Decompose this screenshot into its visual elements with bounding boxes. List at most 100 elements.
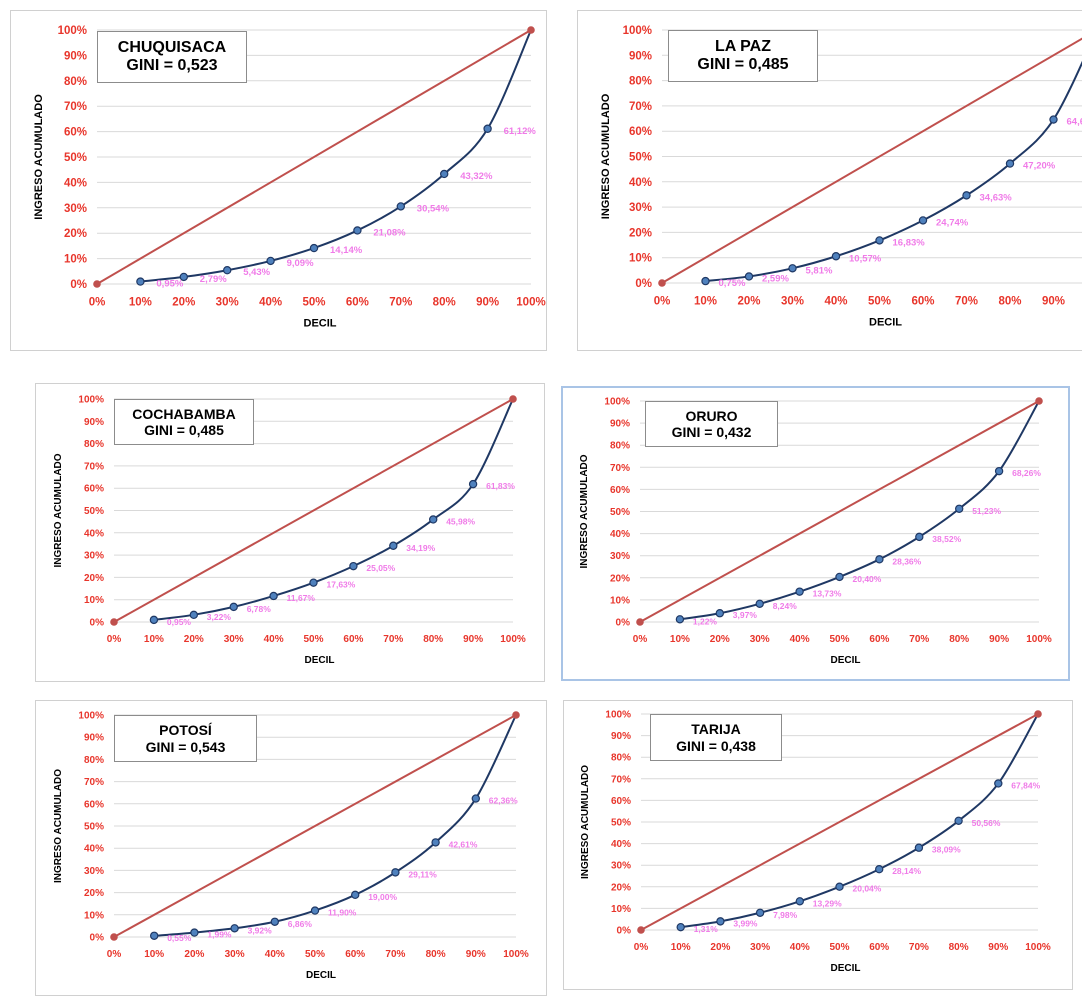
data-label: 0,95% — [167, 617, 192, 627]
y-tick-label: 20% — [84, 573, 104, 584]
x-tick-label: 100% — [500, 634, 526, 645]
data-point — [755, 908, 765, 917]
x-axis-label: DECIL — [306, 970, 336, 981]
y-tick-label: 20% — [610, 573, 630, 584]
x-tick-label: 90% — [989, 634, 1009, 645]
lorenz-curve — [154, 714, 517, 937]
lorenz-curve — [705, 60, 1082, 283]
data-label: 3,99% — [733, 918, 758, 928]
y-tick-label: 80% — [610, 441, 630, 452]
data-label: 47,20% — [1023, 161, 1056, 172]
y-tick-label: 40% — [64, 177, 87, 189]
data-label: 30,54% — [417, 203, 450, 214]
region-title: POTOSÍ — [159, 722, 212, 739]
data-point — [716, 917, 725, 926]
origin-point — [110, 933, 118, 941]
data-point — [994, 779, 1003, 788]
x-tick-label: 50% — [868, 296, 891, 308]
x-axis-label: DECIL — [831, 655, 861, 666]
data-point — [396, 202, 405, 211]
data-label: 50,56% — [972, 818, 1001, 828]
data-label: 34,19% — [406, 543, 435, 553]
data-point — [715, 609, 724, 618]
data-point — [269, 591, 278, 601]
y-tick-label: 60% — [84, 799, 104, 810]
chart-panel-la-paz: 0% 10% 20% 30% 40% 50% 60% 70% 80% 90% 100% 0% 10% 20… — [577, 10, 1082, 351]
chart-title-box: LA PAZ GINI = 0,485 — [668, 30, 818, 82]
data-label: 20,40% — [853, 574, 882, 584]
data-label: 11,90% — [328, 908, 357, 918]
y-tick-label: 100% — [58, 25, 87, 37]
data-label: 3,22% — [207, 612, 232, 622]
data-point — [676, 922, 685, 932]
x-tick-label: 80% — [949, 942, 969, 953]
data-point — [875, 236, 884, 245]
data-label: 9,09% — [287, 258, 314, 269]
x-tick-label: 40% — [824, 296, 847, 308]
equality-line — [639, 400, 1040, 623]
lorenz-chart-svg: 0% 10% 20% 30% 40% 50% 60% 70% 80% 90% 100% 0% 10% 20… — [580, 710, 1051, 975]
y-tick-label: 60% — [64, 127, 87, 139]
x-tick-label: 20% — [172, 297, 195, 309]
data-point — [149, 931, 159, 940]
y-tick-label: 0% — [90, 933, 105, 944]
y-tick-label: 30% — [84, 551, 104, 562]
data-point — [914, 843, 924, 852]
y-tick-label: 50% — [629, 152, 652, 164]
data-point — [349, 561, 358, 571]
data-label: 14,14% — [330, 245, 363, 256]
data-point — [229, 602, 238, 612]
data-point — [270, 917, 279, 926]
y-tick-label: 40% — [610, 529, 630, 540]
data-point — [755, 599, 764, 608]
x-tick-label: 50% — [829, 634, 849, 645]
y-axis-label: INGRESO ACUMULADO — [580, 765, 591, 879]
x-axis-label: DECIL — [305, 655, 335, 666]
data-label: 1,31% — [694, 924, 719, 934]
x-tick-label: 80% — [998, 296, 1021, 308]
chart-panel-potosi: 0% 10% 20% 30% 40% 50% 60% 70% 80% 90% 100% 0% 10% 20… — [35, 700, 547, 996]
data-point — [391, 868, 400, 877]
x-tick-label: 80% — [426, 949, 446, 960]
end-point — [512, 711, 520, 719]
y-tick-label: 60% — [629, 126, 652, 138]
y-tick-label: 40% — [84, 844, 104, 855]
y-tick-label: 50% — [64, 152, 87, 164]
x-tick-label: 60% — [911, 296, 934, 308]
y-tick-label: 10% — [64, 254, 87, 266]
data-point — [230, 924, 239, 933]
region-title: LA PAZ — [715, 37, 771, 55]
chart-panel-oruro: 0% 10% 20% 30% 40% 50% 60% 70% 80% 90% 100% 0% 10% 20… — [561, 386, 1070, 681]
x-tick-label: 40% — [259, 297, 282, 309]
data-label: 25,05% — [366, 563, 395, 573]
data-label: 5,43% — [243, 267, 270, 278]
x-tick-label: 80% — [949, 634, 969, 645]
equality-line — [113, 714, 517, 938]
x-tick-label: 0% — [633, 634, 648, 645]
data-point — [701, 276, 710, 286]
data-point — [915, 532, 924, 542]
lorenz-curve — [153, 398, 514, 621]
origin-point — [93, 280, 101, 288]
y-tick-label: 80% — [84, 439, 104, 450]
equality-line — [661, 37, 1082, 284]
region-title: CHUQUISACA — [117, 38, 227, 56]
lorenz-chart-svg: 0% 10% 20% 30% 40% 50% 60% 70% 80% 90% 100% 0% 10% 20… — [579, 397, 1052, 667]
y-tick-label: 90% — [64, 50, 87, 62]
x-tick-label: 90% — [1042, 296, 1065, 308]
equality-line — [113, 398, 514, 623]
lorenz-curve — [680, 713, 1039, 929]
data-label: 61,83% — [486, 481, 515, 491]
end-point — [1034, 710, 1042, 718]
x-tick-label: 60% — [346, 297, 369, 309]
data-point — [835, 882, 844, 891]
data-label: 24,74% — [936, 217, 969, 228]
x-tick-label: 20% — [737, 296, 760, 308]
data-label: 67,84% — [1011, 780, 1040, 790]
x-tick-label: 10% — [144, 949, 164, 960]
data-point — [675, 615, 685, 624]
data-label: 28,14% — [892, 866, 921, 876]
y-tick-label: 70% — [84, 461, 104, 472]
lorenz-curve — [679, 400, 1040, 621]
lorenz-chart-svg: 0% 10% 20% 30% 40% 50% 60% 70% 80% 90% 100% 0% 10% 20… — [53, 711, 529, 982]
